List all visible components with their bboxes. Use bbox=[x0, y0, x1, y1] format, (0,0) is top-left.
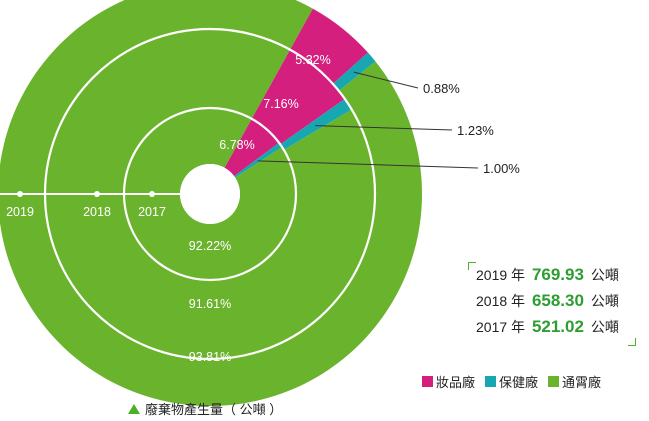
legend: 妝品廠 保健廠 通霄廠 bbox=[422, 372, 611, 390]
total-year-unit: 年 bbox=[511, 293, 526, 309]
percent-label-cosmetics: 7.16% bbox=[263, 97, 298, 111]
total-row-2017: 2017 年 521.02 公噸 bbox=[476, 316, 619, 338]
total-year: 2017 bbox=[476, 319, 508, 335]
year-marker-dot bbox=[17, 191, 23, 197]
legend-swatch-cosmetics bbox=[422, 375, 433, 387]
total-year: 2018 bbox=[476, 293, 508, 309]
note-text: 廢棄物產生量（ 公噸 ） bbox=[145, 402, 283, 417]
total-row-2019: 2019 年 769.93 公噸 bbox=[476, 264, 619, 286]
total-year-unit: 年 bbox=[511, 319, 526, 335]
year-marker-dot bbox=[149, 191, 155, 197]
total-year: 2019 bbox=[476, 267, 508, 283]
percent-label-health: 1.00% bbox=[483, 161, 520, 176]
legend-label: 妝品廠 bbox=[436, 374, 476, 390]
center-hole bbox=[180, 164, 240, 224]
total-unit: 公噸 bbox=[590, 319, 619, 335]
totals-corner-bottom-right bbox=[628, 338, 636, 346]
chart-note: 廢棄物產生量（ 公噸 ） bbox=[128, 399, 282, 418]
ring-year-label: 2019 bbox=[6, 205, 34, 219]
slice-2017-general bbox=[123, 107, 296, 281]
slice-2017-health bbox=[234, 142, 283, 178]
year-marker-dot bbox=[94, 191, 100, 197]
ring-year-label: 2017 bbox=[138, 205, 166, 219]
total-value: 769.93 bbox=[531, 265, 584, 284]
callout-line bbox=[353, 71, 419, 89]
percent-label-general: 91.61% bbox=[189, 297, 231, 311]
callout-line bbox=[315, 125, 453, 131]
total-value: 658.30 bbox=[531, 291, 584, 310]
totals-box: 2019 年 769.93 公噸 2018 年 658.30 公噸 2017 年… bbox=[468, 262, 636, 346]
slice-2017-cosmetics bbox=[224, 118, 280, 177]
slice-2018-health bbox=[280, 98, 352, 150]
percent-label-general: 93.81% bbox=[189, 350, 231, 364]
legend-swatch-health bbox=[485, 375, 497, 387]
slice-2019-cosmetics bbox=[289, 8, 368, 84]
slice-2018-general bbox=[45, 28, 376, 360]
triangle-icon bbox=[128, 403, 140, 414]
total-unit: 公噸 bbox=[590, 267, 619, 283]
total-year-unit: 年 bbox=[511, 267, 526, 283]
legend-label: 通霄廠 bbox=[562, 374, 602, 390]
totals-corner-top-left bbox=[468, 262, 476, 270]
legend-item-cosmetics: 妝品廠 bbox=[422, 372, 475, 391]
legend-item-health: 保健廠 bbox=[485, 372, 538, 391]
percent-label-health: 0.88% bbox=[423, 81, 460, 96]
total-unit: 公噸 bbox=[590, 293, 619, 309]
total-row-2018: 2018 年 658.30 公噸 bbox=[476, 290, 619, 312]
total-value: 521.02 bbox=[531, 317, 584, 336]
slice-2019-health bbox=[332, 52, 376, 91]
percent-label-general: 92.22% bbox=[189, 239, 231, 253]
legend-item-general: 通霄廠 bbox=[548, 372, 601, 391]
legend-label: 保健廠 bbox=[499, 374, 539, 390]
ring-year-label: 2018 bbox=[83, 205, 111, 219]
percent-label-cosmetics: 6.78% bbox=[219, 138, 254, 152]
legend-swatch-general bbox=[548, 375, 560, 387]
percent-label-health: 1.23% bbox=[457, 123, 494, 138]
percent-label-cosmetics: 5.32% bbox=[295, 53, 330, 67]
callout-line bbox=[257, 160, 479, 169]
